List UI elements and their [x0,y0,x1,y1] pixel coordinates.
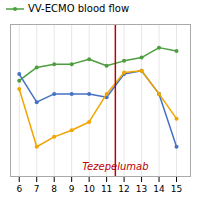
svg-text:15: 15 [171,184,182,194]
html-text:VV-ECMO blood flow: VV-ECMO blood flow [28,3,130,14]
svg-text:Tezepelumab: Tezepelumab [82,161,148,172]
svg-text:13: 13 [136,184,147,194]
svg-text:6: 6 [16,184,22,194]
svg-text:10: 10 [83,184,95,194]
svg-text:8: 8 [51,184,57,194]
svg-text:7: 7 [34,184,40,194]
svg-text:9: 9 [69,184,75,194]
svg-text:14: 14 [153,184,165,194]
svg-text:11: 11 [101,184,112,194]
svg-text:12: 12 [118,184,129,194]
